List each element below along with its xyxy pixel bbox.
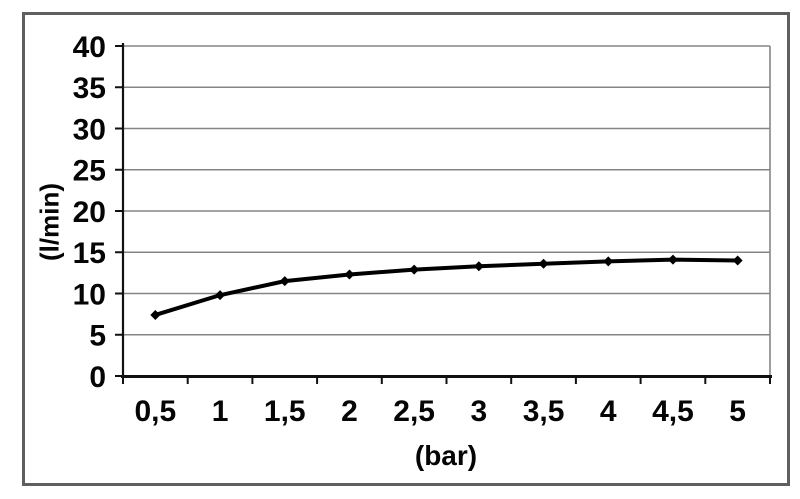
series-line xyxy=(153,257,740,317)
data-point-marker-8 xyxy=(667,254,678,265)
data-point-marker-2 xyxy=(279,276,290,287)
x-tick-label-0: 0,5 xyxy=(134,395,176,428)
data-point-marker-9 xyxy=(732,255,743,266)
data-point-marker-1 xyxy=(215,290,226,301)
x-axis-title: (bar) xyxy=(414,440,478,471)
y-tick-label-40: 40 xyxy=(73,31,106,64)
y-tick-label-35: 35 xyxy=(73,72,106,105)
y-tick-label-0: 0 xyxy=(89,361,106,394)
x-tick-label-3: 2 xyxy=(341,395,358,428)
data-point-marker-4 xyxy=(409,264,420,275)
chart-frame xyxy=(22,12,790,486)
data-point-marker-5 xyxy=(473,261,484,272)
y-tick-label-25: 25 xyxy=(73,155,106,188)
x-tick-label-2: 1,5 xyxy=(264,395,306,428)
y-tick-label-20: 20 xyxy=(73,196,106,229)
y-tick-label-10: 10 xyxy=(73,278,106,311)
y-tick-label-5: 5 xyxy=(89,320,106,353)
x-tick-label-9: 5 xyxy=(729,395,746,428)
x-tick-label-5: 3 xyxy=(471,395,488,428)
x-tick-label-4: 2,5 xyxy=(393,395,435,428)
y-tick-label-30: 30 xyxy=(73,113,106,146)
data-point-marker-3 xyxy=(344,269,355,280)
data-point-marker-7 xyxy=(603,256,614,267)
x-tick-label-7: 4 xyxy=(600,395,617,428)
x-tick-label-1: 1 xyxy=(212,395,229,428)
x-tick-label-8: 4,5 xyxy=(652,395,694,428)
y-axis-title: (l/min) xyxy=(34,183,65,261)
y-tick-label-15: 15 xyxy=(73,237,106,270)
data-point-marker-0 xyxy=(150,309,161,320)
x-tick-label-6: 3,5 xyxy=(523,395,565,428)
data-point-marker-6 xyxy=(538,258,549,269)
